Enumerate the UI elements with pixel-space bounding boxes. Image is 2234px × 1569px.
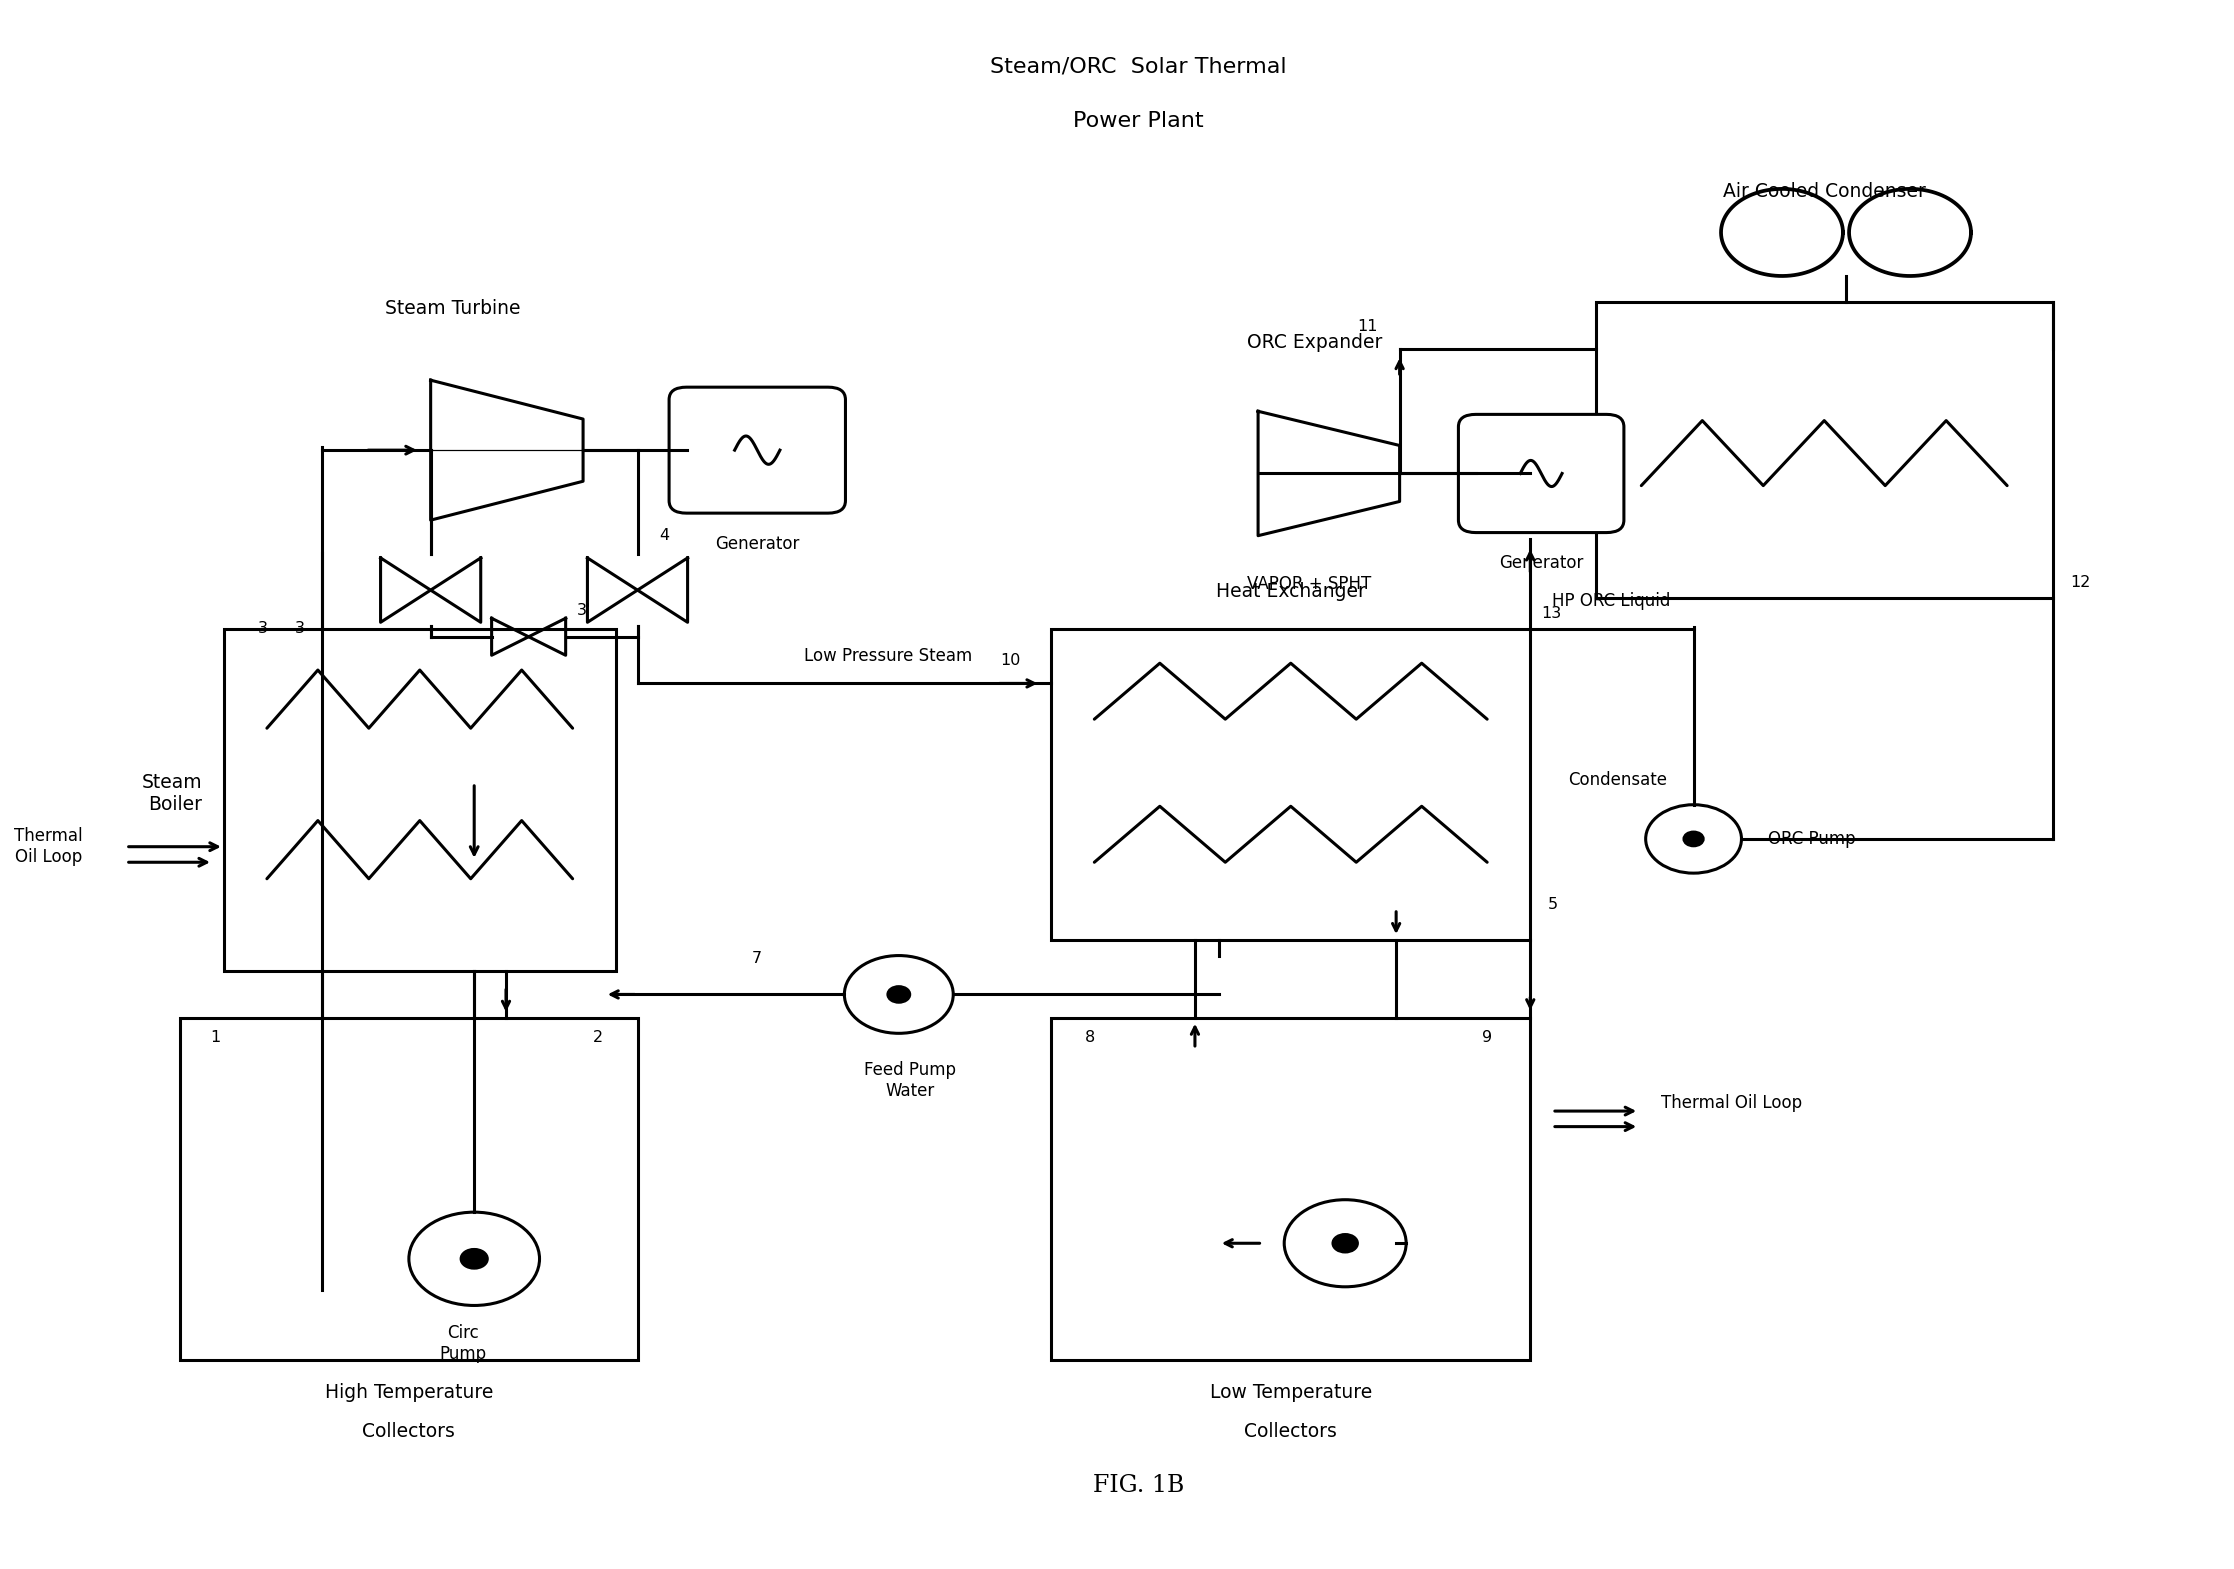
Text: 13: 13: [1541, 606, 1562, 621]
Text: Thermal Oil Loop: Thermal Oil Loop: [1660, 1094, 1803, 1112]
Text: Low Pressure Steam: Low Pressure Steam: [804, 646, 972, 665]
Text: 3: 3: [257, 621, 268, 637]
Text: 3': 3': [576, 602, 592, 618]
Circle shape: [1684, 832, 1702, 846]
Text: 9: 9: [1481, 1031, 1492, 1045]
Text: Feed Pump
Water: Feed Pump Water: [865, 1061, 956, 1100]
Circle shape: [409, 1213, 541, 1305]
Circle shape: [1646, 805, 1743, 872]
FancyBboxPatch shape: [1459, 414, 1624, 532]
Text: Low Temperature: Low Temperature: [1209, 1384, 1372, 1403]
Circle shape: [460, 1249, 487, 1268]
Text: 10: 10: [1001, 653, 1021, 668]
Text: Generator: Generator: [1499, 554, 1584, 573]
Text: High Temperature: High Temperature: [324, 1384, 494, 1403]
Text: 5: 5: [1548, 897, 1557, 912]
Text: Circ
Pump: Circ Pump: [440, 1324, 487, 1363]
Text: 2: 2: [594, 1031, 603, 1045]
Text: 7: 7: [753, 951, 762, 967]
Text: VAPOR + SPHT: VAPOR + SPHT: [1247, 574, 1372, 593]
Text: Collectors: Collectors: [1244, 1422, 1338, 1440]
Bar: [1052, 1018, 1530, 1360]
Text: Steam/ORC  Solar Thermal: Steam/ORC Solar Thermal: [990, 56, 1287, 77]
Text: Power Plant: Power Plant: [1072, 111, 1204, 132]
Text: Generator: Generator: [715, 535, 800, 552]
Text: Steam
Boiler: Steam Boiler: [141, 772, 201, 814]
Text: 1: 1: [210, 1031, 221, 1045]
FancyBboxPatch shape: [670, 388, 844, 513]
Text: 8: 8: [1086, 1031, 1095, 1045]
Text: Steam Turbine: Steam Turbine: [384, 300, 521, 319]
Text: HP ORC Liquid: HP ORC Liquid: [1553, 593, 1671, 610]
Text: ORC Expander: ORC Expander: [1247, 333, 1383, 351]
Bar: [181, 1018, 637, 1360]
Bar: [1595, 303, 2053, 598]
Circle shape: [844, 956, 954, 1034]
Text: ORC Pump: ORC Pump: [1767, 830, 1854, 847]
Circle shape: [1334, 1235, 1358, 1252]
Text: FIG. 1B: FIG. 1B: [1092, 1473, 1184, 1497]
Text: 3: 3: [295, 621, 304, 637]
Text: 11: 11: [1358, 319, 1378, 334]
Text: 12: 12: [2071, 574, 2091, 590]
Text: 4: 4: [659, 529, 670, 543]
Bar: [223, 629, 617, 971]
Text: Condensate: Condensate: [1568, 772, 1667, 789]
Text: Air Cooled Condenser: Air Cooled Condenser: [1722, 182, 1926, 201]
Circle shape: [1285, 1200, 1405, 1287]
Bar: [1052, 629, 1530, 940]
Circle shape: [887, 987, 909, 1003]
Text: Thermal
Oil Loop: Thermal Oil Loop: [13, 827, 83, 866]
Text: Collectors: Collectors: [362, 1422, 456, 1440]
Text: Heat Exchanger: Heat Exchanger: [1215, 582, 1365, 601]
